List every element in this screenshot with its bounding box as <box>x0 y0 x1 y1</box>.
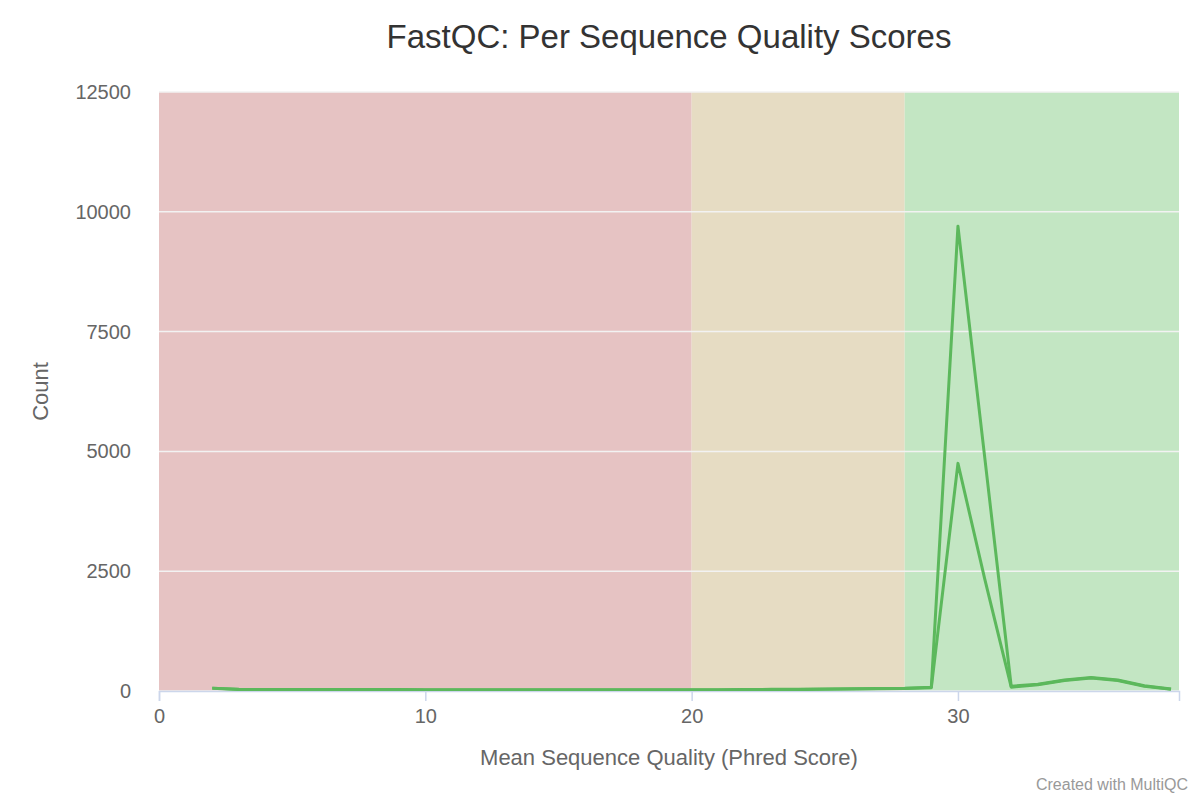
y-tick-label: 0 <box>120 680 131 702</box>
x-tick: 0 <box>154 691 165 727</box>
series-line <box>212 463 1171 690</box>
credit: Created with MultiQC <box>1036 776 1188 793</box>
y-tick-label: 12500 <box>75 81 131 103</box>
title: FastQC: Per Sequence Quality Scores <box>387 18 952 55</box>
plot-area: 0 10 20 30 0 2500 5000 7500 10000 12500 <box>75 81 1179 727</box>
grid-line <box>159 331 1179 333</box>
threshold-band <box>692 92 905 691</box>
x-tick-mark <box>159 691 161 701</box>
x-tick-label: 30 <box>947 705 969 727</box>
x-tick-mark <box>958 691 960 701</box>
y-tick-label: 5000 <box>87 440 132 462</box>
grid-line <box>159 451 1179 453</box>
grid-line <box>159 211 1179 213</box>
y-tick-label: 2500 <box>87 560 132 582</box>
y-tick: 12500 <box>75 81 159 103</box>
y-tick-label: 7500 <box>87 321 132 343</box>
y-tick: 7500 <box>87 321 160 343</box>
series-line <box>212 226 1171 690</box>
grid <box>159 92 1179 691</box>
y-axis: 0 2500 5000 7500 10000 12500 <box>75 81 159 702</box>
x-axis-title: Mean Sequence Quality (Phred Score) <box>480 745 858 770</box>
x-tick-mark <box>691 691 693 701</box>
grid-line <box>159 570 1179 572</box>
chart: 0 10 20 30 0 2500 5000 7500 10000 12500 FastQC: Pe… <box>0 0 1200 800</box>
x-axis: 0 10 20 30 <box>154 691 1180 727</box>
threshold-band <box>159 92 692 691</box>
x-tick: 10 <box>415 691 437 727</box>
y-tick: 2500 <box>87 560 160 582</box>
x-tick-mark <box>425 691 427 701</box>
grid-line <box>159 91 1179 93</box>
y-axis-line <box>159 93 160 692</box>
y-tick: 10000 <box>75 201 159 223</box>
lines <box>212 226 1171 690</box>
threshold-band <box>905 92 1179 691</box>
y-axis-title: Count <box>28 362 53 421</box>
y-tick-label: 10000 <box>75 201 131 223</box>
x-tick-label: 0 <box>154 705 165 727</box>
x-tick-label: 10 <box>415 705 437 727</box>
x-tick: 20 <box>681 691 703 727</box>
x-tick-label: 20 <box>681 705 703 727</box>
y-tick: 0 <box>120 680 159 702</box>
x-tick: 30 <box>947 691 969 727</box>
x-axis-line <box>160 692 1180 702</box>
bands <box>159 92 1179 691</box>
y-tick: 5000 <box>87 440 160 462</box>
